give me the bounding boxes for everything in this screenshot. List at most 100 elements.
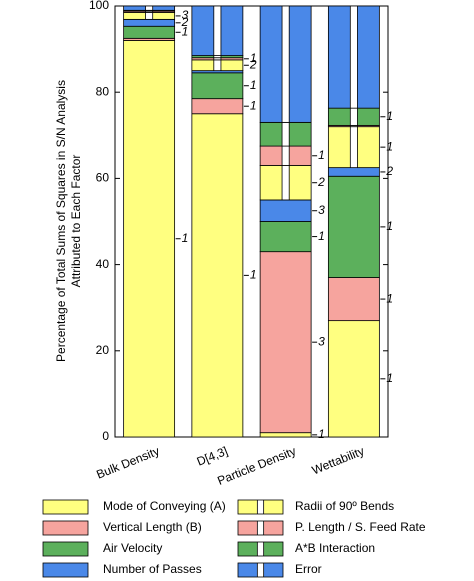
segment-label: 1 — [182, 231, 189, 245]
segment-stripe — [282, 165, 290, 200]
y-tick-label: 100 — [89, 0, 109, 12]
segment-label: 1 — [386, 139, 393, 153]
bar-segment — [259, 199, 312, 222]
segment-stripe — [257, 563, 264, 577]
legend-label: P. Length / S. Feed Rate — [295, 520, 426, 534]
bar-segment — [327, 107, 380, 126]
legend-swatch — [42, 541, 89, 557]
segment-fill — [123, 40, 175, 437]
legend-label: Error — [295, 562, 322, 576]
segment-outline — [259, 5, 312, 123]
segment-fill — [328, 176, 380, 278]
segment-stripe — [145, 10, 153, 12]
bar-segment — [259, 432, 312, 438]
segment-label: 1 — [318, 427, 325, 441]
legend-label: Number of Passes — [103, 562, 202, 576]
segment-label: 3 — [318, 203, 325, 217]
segment-label: 2 — [181, 15, 189, 29]
legend-swatch — [237, 541, 284, 557]
segment-stripe — [213, 55, 221, 58]
segment-fill — [123, 19, 175, 27]
legend-swatch — [42, 499, 89, 515]
segment-label: 2 — [317, 175, 325, 189]
bar-segment — [123, 18, 176, 27]
y-tick-label: 40 — [96, 257, 110, 271]
legend-swatch — [237, 520, 284, 536]
segment-label: 2 — [385, 164, 393, 178]
segment-stripe — [257, 500, 264, 514]
segment-fill — [43, 521, 88, 535]
segment-label: 3 — [318, 334, 325, 348]
y-tick-label: 0 — [102, 429, 109, 443]
segment-outline — [237, 541, 284, 557]
segment-stripe — [213, 59, 221, 71]
bar-segment — [327, 320, 380, 438]
segment-stripe — [282, 6, 290, 123]
y-axis-label-line: Percentage of Total Sums of Squares in S… — [54, 80, 68, 362]
bar-segment — [327, 175, 380, 278]
segment-fill — [123, 26, 175, 39]
segment-label: 1 — [386, 291, 393, 305]
y-tick-label: 80 — [96, 84, 110, 98]
legend-swatch — [42, 520, 89, 536]
segment-stripe — [282, 146, 290, 166]
segment-stripe — [257, 521, 264, 535]
segment-label: 1 — [386, 219, 393, 233]
segment-fill — [260, 432, 312, 437]
y-axis-label-line: Attributed to Each Factor — [69, 155, 83, 288]
bar-segment — [123, 5, 176, 11]
legend-label: Air Velocity — [103, 541, 162, 555]
segment-stripe — [145, 11, 153, 13]
segment-outline — [237, 499, 284, 515]
bar-segment — [191, 5, 244, 56]
legend-swatch — [42, 562, 89, 578]
segment-label: 1 — [318, 148, 325, 162]
segment-label: 3 — [182, 8, 189, 22]
segment-fill — [191, 70, 243, 73]
bar-segment — [259, 251, 312, 434]
segment-stripe — [282, 122, 290, 147]
segment-stripe — [350, 108, 358, 126]
plot-frame — [114, 5, 389, 438]
segment-fill — [328, 320, 380, 437]
legend-swatch — [237, 499, 284, 515]
y-tick-label: 20 — [96, 343, 110, 357]
bar-segment — [123, 12, 176, 20]
legend-label: Vertical Length (B) — [103, 520, 202, 534]
y-axis-label: Percentage of Total Sums of Squares in S… — [54, 80, 83, 362]
bar-segment — [191, 59, 244, 72]
segment-fill — [328, 277, 380, 321]
segment-outline — [42, 520, 89, 536]
segment-fill — [260, 251, 312, 433]
segment-label: 1 — [386, 371, 393, 385]
bar-segment — [123, 40, 176, 438]
x-tick-label: Wettability — [310, 444, 366, 478]
bar-segment — [327, 167, 380, 177]
segment-stripe — [213, 6, 221, 56]
segment-label: 2 — [249, 57, 257, 71]
segment-label: 1 — [250, 268, 257, 282]
x-tick-label: D[4,3] — [195, 444, 230, 469]
legend-label: Radii of 90º Bends — [295, 499, 394, 513]
x-tick-label: Particle Density — [215, 444, 298, 488]
y-tick-label: 60 — [96, 171, 110, 185]
legend-label: Mode of Conveying (A) — [103, 499, 226, 513]
segment-outline — [191, 5, 244, 56]
bar-segment — [259, 165, 312, 201]
bar-segment — [327, 5, 380, 109]
segment-stripe — [145, 6, 153, 11]
segment-stripe — [213, 57, 221, 60]
segment-fill — [260, 199, 312, 222]
segment-fill — [43, 542, 88, 556]
segment-stripe — [350, 126, 358, 168]
bar-segment — [327, 126, 380, 169]
segment-stripe — [145, 12, 153, 20]
legend-swatch — [237, 562, 284, 578]
segment-outline — [42, 562, 89, 578]
segment-fill — [43, 563, 88, 577]
segment-fill — [123, 38, 175, 41]
segment-fill — [43, 500, 88, 514]
segment-stripe — [257, 542, 264, 556]
segment-label: 1 — [250, 78, 257, 92]
